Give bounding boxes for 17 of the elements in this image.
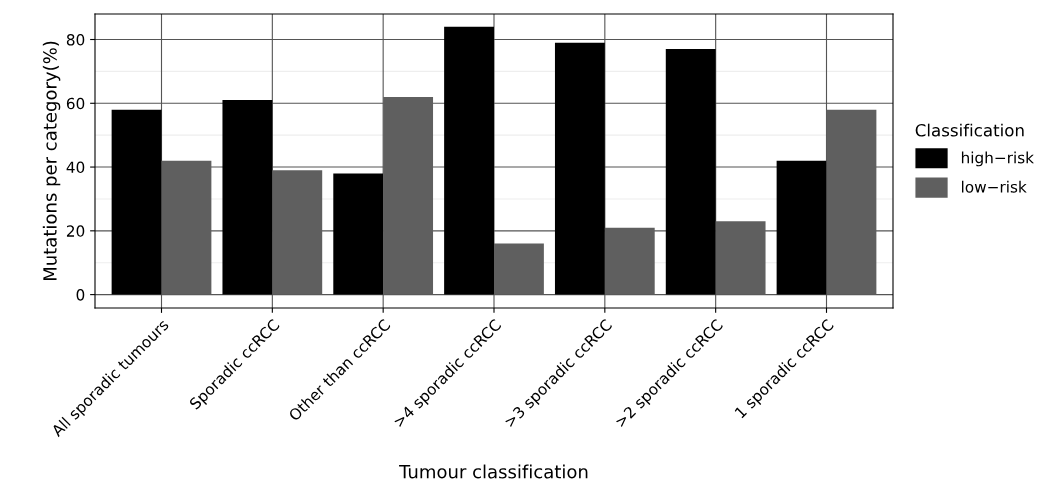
bar bbox=[222, 100, 273, 295]
bar bbox=[665, 49, 716, 295]
bar bbox=[554, 42, 605, 295]
y-tick-label: 0 bbox=[76, 289, 85, 301]
y-tick-label: 80 bbox=[66, 33, 85, 46]
bar bbox=[111, 109, 162, 295]
bar bbox=[333, 173, 384, 295]
bar bbox=[444, 26, 494, 295]
y-tick-label: 20 bbox=[66, 225, 85, 237]
y-axis-title: Mutations per category(%) bbox=[42, 41, 61, 281]
legend-title: Classification bbox=[915, 123, 1024, 137]
x-axis-title: Tumour classification bbox=[399, 464, 588, 479]
legend-label: low−risk bbox=[962, 180, 1027, 193]
y-tick-label: 40 bbox=[66, 161, 85, 174]
bar bbox=[776, 160, 827, 295]
y-tick-label: 60 bbox=[66, 97, 85, 110]
legend-label: high−risk bbox=[961, 151, 1034, 167]
